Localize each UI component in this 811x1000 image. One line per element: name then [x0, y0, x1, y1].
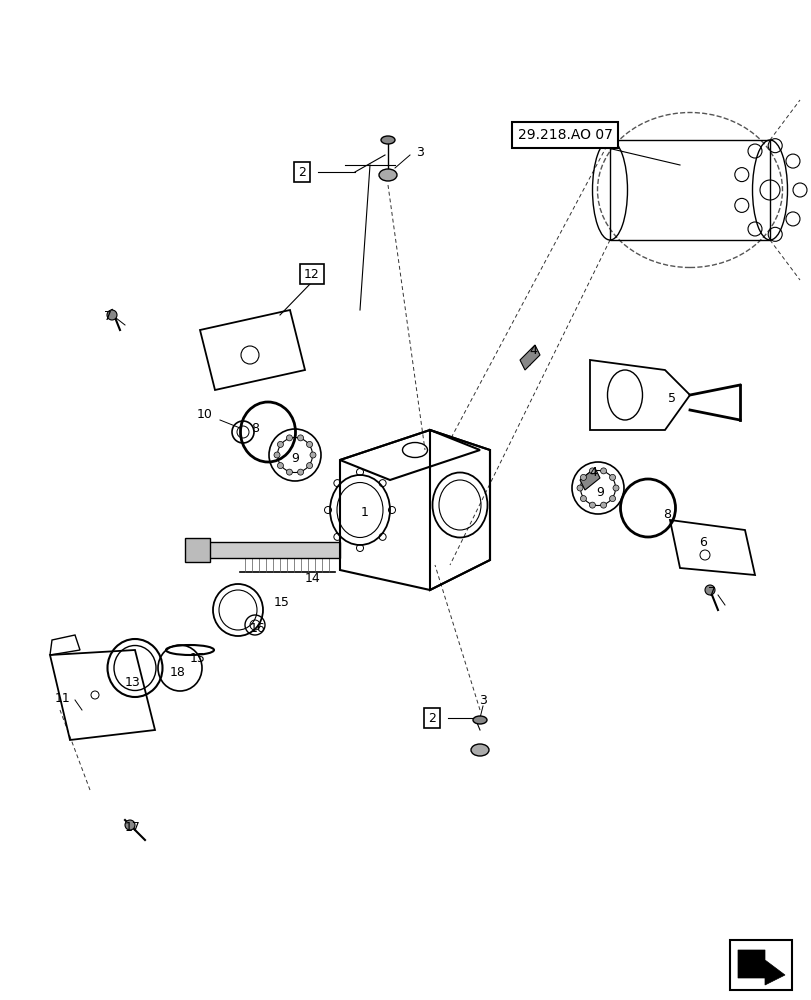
- Ellipse shape: [286, 435, 292, 441]
- Ellipse shape: [380, 136, 394, 144]
- Text: 2: 2: [298, 166, 306, 179]
- Ellipse shape: [473, 716, 487, 724]
- Ellipse shape: [379, 169, 397, 181]
- Text: 14: 14: [305, 572, 320, 584]
- Ellipse shape: [600, 502, 606, 508]
- Ellipse shape: [580, 496, 586, 502]
- Ellipse shape: [125, 820, 135, 830]
- Text: 11: 11: [55, 692, 71, 704]
- Text: 4: 4: [588, 466, 596, 479]
- Text: 5: 5: [667, 391, 676, 404]
- Polygon shape: [519, 345, 539, 370]
- Ellipse shape: [297, 469, 303, 475]
- Polygon shape: [579, 468, 599, 490]
- Ellipse shape: [612, 485, 618, 491]
- Text: 3: 3: [415, 146, 423, 159]
- Ellipse shape: [277, 463, 283, 469]
- Text: 9: 9: [290, 452, 298, 464]
- Ellipse shape: [589, 502, 594, 508]
- Text: 12: 12: [304, 267, 320, 280]
- Text: 15: 15: [190, 652, 206, 664]
- Bar: [204, 542, 340, 558]
- Ellipse shape: [273, 452, 280, 458]
- Ellipse shape: [589, 468, 594, 474]
- Bar: [729, 940, 791, 990]
- Text: 15: 15: [274, 596, 290, 609]
- Text: 3: 3: [478, 694, 487, 706]
- Text: 16: 16: [250, 621, 265, 634]
- Ellipse shape: [307, 463, 312, 469]
- Text: 7: 7: [707, 585, 715, 598]
- Text: 7: 7: [104, 310, 112, 322]
- Text: 13: 13: [125, 676, 140, 690]
- Ellipse shape: [286, 469, 292, 475]
- Text: 8: 8: [663, 508, 670, 522]
- Ellipse shape: [609, 496, 615, 502]
- Text: 10: 10: [197, 408, 212, 422]
- Text: 4: 4: [529, 344, 536, 357]
- Ellipse shape: [609, 474, 615, 480]
- Ellipse shape: [307, 441, 312, 447]
- Ellipse shape: [277, 441, 283, 447]
- Ellipse shape: [107, 310, 117, 320]
- Text: 1: 1: [361, 506, 368, 518]
- Bar: [185, 538, 210, 562]
- Text: 6: 6: [698, 536, 706, 550]
- Text: 18: 18: [169, 666, 186, 678]
- Ellipse shape: [580, 474, 586, 480]
- Text: 2: 2: [427, 711, 436, 724]
- Ellipse shape: [577, 485, 582, 491]
- Text: 29.218.AO 07: 29.218.AO 07: [517, 128, 611, 142]
- Text: 17: 17: [125, 821, 141, 834]
- Ellipse shape: [600, 468, 606, 474]
- Text: 8: 8: [251, 422, 259, 434]
- Ellipse shape: [310, 452, 315, 458]
- Text: 9: 9: [595, 487, 603, 499]
- Ellipse shape: [297, 435, 303, 441]
- Ellipse shape: [704, 585, 714, 595]
- Polygon shape: [737, 950, 784, 985]
- Ellipse shape: [470, 744, 488, 756]
